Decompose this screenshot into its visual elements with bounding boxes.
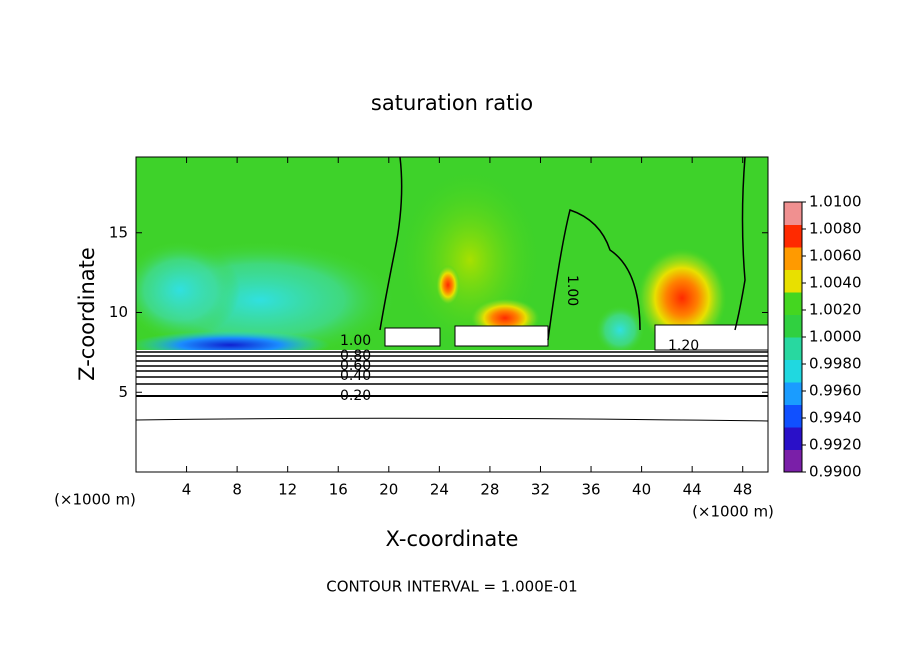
contour-label: 0.60 — [340, 358, 371, 374]
contour-label: 1.20 — [668, 338, 699, 354]
footer: CONTOUR INTERVAL = 1.000E-01 — [326, 578, 577, 596]
x-tick-label: 28 — [480, 481, 499, 499]
colorbar-band — [784, 247, 802, 270]
colorbar-tick-label: 0.9920 — [809, 436, 862, 454]
colorbar-band — [784, 292, 802, 315]
x-unit-label: (×1000 m) — [692, 503, 774, 521]
colorbar-tick-label: 0.9960 — [809, 382, 862, 400]
colorbar-band — [784, 359, 802, 383]
x-tick-label: 16 — [329, 481, 348, 499]
x-axis-label: X-coordinate — [386, 527, 519, 551]
x-tick-label: 40 — [632, 481, 651, 499]
x-tick-label: 48 — [733, 481, 752, 499]
y-tick-label: 5 — [118, 383, 128, 401]
colorbar-tick-label: 1.0040 — [809, 274, 862, 292]
x-tick-label: 4 — [182, 481, 192, 499]
x-tick-label: 36 — [581, 481, 600, 499]
colorbar-band — [784, 427, 802, 450]
contour-label: 0.40 — [340, 368, 371, 384]
x-tick-label: 20 — [379, 481, 398, 499]
x-tick-label: 12 — [278, 481, 297, 499]
contour-label: 1.00 — [340, 333, 371, 349]
plot-frame — [135, 156, 769, 473]
colorbar-band — [784, 449, 802, 473]
colorbar-tick-label: 1.0000 — [809, 328, 862, 346]
contour-labels: 1.00 0.80 0.60 0.40 0.20 1.20 1.00 — [340, 275, 699, 404]
colorbar-tick-label: 0.9980 — [809, 355, 862, 373]
colorbar-band — [784, 314, 802, 338]
x-tick-label: 8 — [232, 481, 242, 499]
y-tick-label: 10 — [109, 303, 128, 321]
colorbar-tick-label: 1.0100 — [809, 193, 862, 211]
colorbar-band — [784, 337, 802, 360]
colorbar-band — [784, 202, 802, 225]
colorbar-tick-label: 0.9900 — [809, 463, 862, 481]
x-tick-label: 32 — [531, 481, 550, 499]
y-tick-label: 15 — [109, 223, 128, 241]
y-axis-label: Z-coordinate — [75, 247, 99, 381]
colorbar-band — [784, 404, 802, 428]
contour-label: 1.00 — [564, 275, 580, 306]
colorbar-tick-label: 1.0060 — [809, 247, 862, 265]
colorbar-band — [784, 382, 802, 405]
x-tick-label: 24 — [430, 481, 449, 499]
colorbar-tick-label: 1.0020 — [809, 301, 862, 319]
chart-title: saturation ratio — [371, 91, 533, 115]
colorbar-band — [784, 269, 802, 293]
colorbar-tick-label: 0.9940 — [809, 409, 862, 427]
colorbar-band — [784, 224, 802, 248]
contour-label: 0.80 — [340, 348, 371, 364]
contour-label: 0.20 — [340, 388, 371, 404]
colorbar-tick-label: 1.0080 — [809, 220, 862, 238]
x-tick-label: 44 — [683, 481, 702, 499]
field — [136, 157, 768, 472]
x-unit-label: (×1000 m) — [54, 491, 136, 509]
